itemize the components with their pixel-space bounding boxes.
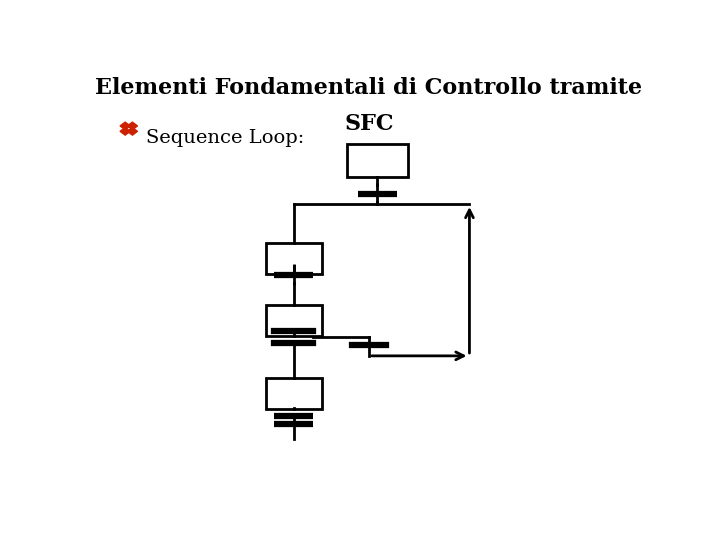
Polygon shape [127,127,138,135]
Bar [266,305,322,336]
Polygon shape [127,122,138,130]
Bar [347,144,408,177]
Text: Elementi Fondamentali di Controllo tramite: Elementi Fondamentali di Controllo trami… [96,77,642,99]
Text: Sequence Loop:: Sequence Loop: [145,129,304,147]
Polygon shape [120,122,130,130]
Bar [266,377,322,409]
Text: SFC: SFC [344,113,394,134]
Bar [266,242,322,274]
Polygon shape [120,127,130,135]
